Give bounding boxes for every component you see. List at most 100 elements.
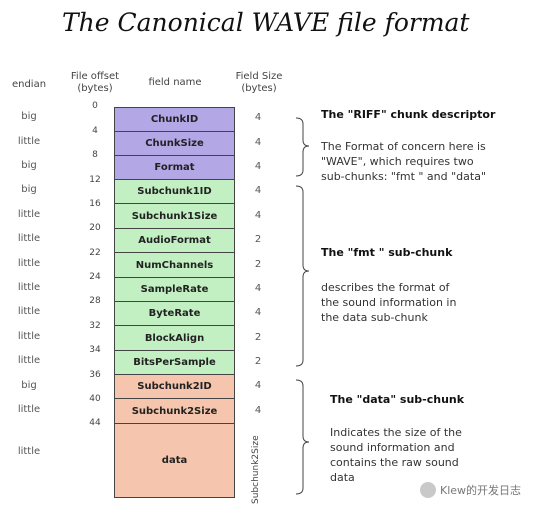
field-size: 4 xyxy=(254,380,262,391)
field-subchunk1-size: Subchunk1Size xyxy=(114,203,235,229)
field-size: 2 xyxy=(254,356,262,367)
field-size: 4 xyxy=(254,307,262,318)
riff-section-desc: The Format of concern here is "WAVE", wh… xyxy=(321,139,486,184)
field-name: Format xyxy=(154,162,195,173)
offset-label: 8 xyxy=(92,150,98,160)
desc-line: the data sub-chunk xyxy=(321,311,428,324)
riff-section-title: The "RIFF" chunk descriptor xyxy=(321,108,496,121)
offset-label: 22 xyxy=(89,248,101,258)
header-size-line1: Field Size xyxy=(235,71,283,82)
brace-data xyxy=(295,379,310,495)
data-section-desc: Indicates the size of the sound informat… xyxy=(330,425,462,485)
fmt-section-title: The "fmt " sub-chunk xyxy=(321,246,453,259)
endian-label: little xyxy=(17,258,41,269)
watermark: Klew的开发日志 xyxy=(420,482,521,498)
endian-label: little xyxy=(17,209,41,220)
header-offset-line2: (bytes) xyxy=(77,83,113,94)
field-name: AudioFormat xyxy=(138,235,211,246)
field-name: ByteRate xyxy=(148,308,201,319)
wechat-icon xyxy=(420,482,436,498)
field-size: 4 xyxy=(254,405,262,416)
endian-label: little xyxy=(17,355,41,366)
diagram-title: The Canonical WAVE file format xyxy=(62,8,470,37)
offset-label: 40 xyxy=(89,394,101,404)
field-block-align: BlockAlign xyxy=(114,325,235,351)
endian-label: little xyxy=(17,282,41,293)
offset-label: 44 xyxy=(89,418,101,428)
header-size-line2: (bytes) xyxy=(241,83,277,94)
desc-line: sound information and xyxy=(330,441,455,454)
desc-line: describes the format of xyxy=(321,281,450,294)
field-subchunk2-size: Subchunk2Size xyxy=(114,398,235,424)
desc-line: the sound information in xyxy=(321,296,457,309)
field-size: 4 xyxy=(254,185,262,196)
offset-label: 34 xyxy=(89,345,101,355)
endian-label: little xyxy=(17,136,41,147)
header-offset: File offset (bytes) xyxy=(62,71,128,95)
field-data: data xyxy=(114,423,235,498)
field-format: Format xyxy=(114,155,235,180)
fmt-section-desc: describes the format of the sound inform… xyxy=(321,280,456,325)
offset-label: 0 xyxy=(92,101,98,111)
offset-label: 20 xyxy=(89,223,101,233)
brace-riff xyxy=(295,117,310,177)
endian-label: little xyxy=(17,331,41,342)
field-size: 4 xyxy=(254,137,262,148)
field-name: Subchunk1ID xyxy=(137,186,212,197)
field-bits-per-sample: BitsPerSample xyxy=(114,350,235,375)
desc-line: data xyxy=(330,471,355,484)
field-subchunk1-id: Subchunk1ID xyxy=(114,179,235,204)
offset-label: 32 xyxy=(89,321,101,331)
endian-label: big xyxy=(21,184,37,195)
desc-line: "WAVE", which requires two xyxy=(321,155,474,168)
offset-label: 12 xyxy=(89,175,101,185)
offset-label: 16 xyxy=(89,199,101,209)
field-name: NumChannels xyxy=(135,259,214,271)
endian-label: big xyxy=(21,160,37,171)
header-field-name-label: field name xyxy=(148,77,202,88)
header-field-size: Field Size (bytes) xyxy=(226,71,292,95)
field-name: Subchunk2Size xyxy=(131,405,218,417)
offset-label: 36 xyxy=(89,370,101,380)
field-name: ChunkSize xyxy=(145,138,204,149)
field-name: SampleRate xyxy=(140,284,209,295)
watermark-text: Klew的开发日志 xyxy=(440,484,522,497)
field-size-vertical: Subchunk2Size xyxy=(251,435,261,505)
field-size: 2 xyxy=(254,332,262,343)
field-name: Subchunk2ID xyxy=(137,381,212,392)
data-section-title: The "data" sub-chunk xyxy=(330,393,465,406)
field-name: Subchunk1Size xyxy=(131,210,218,222)
header-offset-line1: File offset xyxy=(70,71,120,82)
field-name: ChunkID xyxy=(150,114,199,125)
header-field-name: field name xyxy=(138,77,212,89)
endian-label: little xyxy=(17,306,41,317)
offset-label: 24 xyxy=(89,272,101,282)
desc-line: Indicates the size of the xyxy=(330,426,462,439)
endian-label: little xyxy=(17,446,41,457)
field-size: 4 xyxy=(254,161,262,172)
field-sample-rate: SampleRate xyxy=(114,277,235,302)
field-num-channels: NumChannels xyxy=(114,252,235,278)
field-audio-format: AudioFormat xyxy=(114,228,235,253)
field-size: 4 xyxy=(254,210,262,221)
field-name: BitsPerSample xyxy=(133,357,216,368)
field-chunk-id: ChunkID xyxy=(114,107,235,132)
field-size: 2 xyxy=(254,234,262,245)
desc-line: The Format of concern here is xyxy=(321,140,486,153)
desc-line: sub-chunks: "fmt " and "data" xyxy=(321,170,487,183)
brace-fmt xyxy=(295,185,310,367)
endian-label: big xyxy=(21,380,37,391)
header-endian: endian xyxy=(8,79,50,91)
endian-label: little xyxy=(17,233,41,244)
field-name: data xyxy=(161,455,188,466)
field-size: 2 xyxy=(254,259,262,270)
desc-line: contains the raw sound xyxy=(330,456,459,469)
offset-label: 4 xyxy=(92,126,98,136)
header-endian-label: endian xyxy=(11,79,47,90)
field-size: 4 xyxy=(254,283,262,294)
endian-label: big xyxy=(21,111,37,122)
field-subchunk2-id: Subchunk2ID xyxy=(114,374,235,399)
endian-label: little xyxy=(17,404,41,415)
offset-label: 28 xyxy=(89,296,101,306)
field-name: BlockAlign xyxy=(144,332,205,344)
